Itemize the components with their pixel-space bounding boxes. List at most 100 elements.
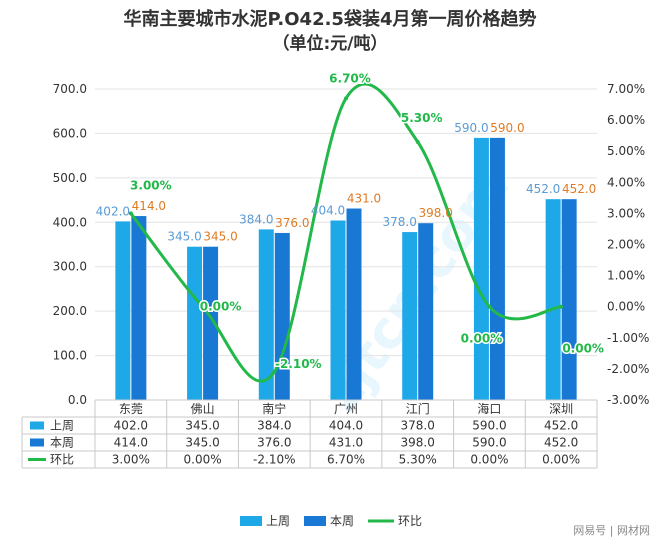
right-axis-tick-label: -3.00% <box>607 393 649 407</box>
legend-label: 上周 <box>266 514 290 528</box>
left-axis-tick-label: 700.0 <box>53 82 87 96</box>
chart-title: 华南主要城市水泥P.O42.5袋装4月第一周价格趋势 <box>123 9 537 30</box>
table-cell: 345.0 <box>185 419 219 433</box>
category-label: 东莞 <box>119 402 143 416</box>
bar-data-label: 345.0 <box>167 230 201 244</box>
ratio-point <box>344 96 348 101</box>
right-axis-tick-label: 5.00% <box>607 144 645 158</box>
right-axis-tick-label: 3.00% <box>607 206 645 220</box>
bar-last-week <box>330 220 346 400</box>
bar-data-label: 431.0 <box>347 192 381 206</box>
category-label: 南宁 <box>262 401 286 416</box>
ratio-point <box>415 139 420 144</box>
ratio-data-label: 0.00% <box>200 300 242 314</box>
bar-this-week <box>489 137 505 400</box>
table-cell: 345.0 <box>185 436 219 450</box>
bar-last-week <box>115 221 131 400</box>
ratio-point <box>487 304 492 309</box>
left-axis-tick-label: 0.0 <box>68 393 87 407</box>
category-label: 佛山 <box>191 402 215 416</box>
bar-data-label: 402.0 <box>96 204 130 218</box>
table-cell: 0.00% <box>542 453 580 467</box>
table-row-label: 上周 <box>50 419 74 433</box>
bar-this-week <box>131 216 147 400</box>
footer-source: 网易号 | 网材网 <box>573 524 650 537</box>
ratio-point <box>559 304 564 309</box>
table-cell: 414.0 <box>114 436 148 450</box>
bar-this-week <box>274 232 290 400</box>
table-row-label: 本周 <box>50 436 74 450</box>
ratio-line-path <box>129 82 562 383</box>
axes: 0.0 100.0 200.0 300.0 400.0 500.0 600.0 700.0 -3… <box>53 82 650 407</box>
bar-data-label: 398.0 <box>419 206 453 220</box>
ratio-data-label: 5.30% <box>401 111 443 125</box>
legend-key <box>240 516 262 526</box>
ratio-data-label: -2.10% <box>275 357 322 371</box>
bar-this-week <box>418 223 434 400</box>
right-axis-tick-label: -2.00% <box>607 362 649 376</box>
bar-last-week <box>258 229 274 400</box>
left-axis-tick-label: 300.0 <box>53 260 87 274</box>
ratio-data-label: 0.00% <box>562 342 604 356</box>
table-cell: 0.00% <box>184 453 222 467</box>
legend-label: 本周 <box>330 514 354 528</box>
bar-this-week <box>346 208 362 400</box>
bar-data-label: 414.0 <box>132 199 166 213</box>
bar-data-label: 376.0 <box>275 216 309 230</box>
bar-last-week <box>402 232 418 400</box>
table-legend-key <box>30 438 44 447</box>
left-axis-tick-label: 200.0 <box>53 304 87 318</box>
table-cell: 590.0 <box>472 419 506 433</box>
legend: 上周 本周 环比 <box>240 514 422 528</box>
bar-data-label: 452.0 <box>562 182 596 196</box>
table-cell: 402.0 <box>114 419 148 433</box>
bar-data-label: 590.0 <box>490 121 524 135</box>
table-cell: 404.0 <box>329 419 363 433</box>
table-cell: 431.0 <box>329 436 363 450</box>
legend-label: 环比 <box>398 514 422 528</box>
ratio-point <box>128 211 133 216</box>
category-label: 广州 <box>334 402 358 416</box>
table-cell: 0.00% <box>470 453 508 467</box>
ratio-point <box>200 304 205 309</box>
left-axis-tick-label: 500.0 <box>53 171 87 185</box>
ratio-point <box>272 370 277 375</box>
left-axis-tick-label: 600.0 <box>53 126 87 140</box>
right-axis-tick-label: 2.00% <box>607 238 645 252</box>
bar-last-week <box>545 199 561 400</box>
grid-lines <box>95 88 597 357</box>
chart-title-block: 华南主要城市水泥P.O42.5袋装4月第一周价格趋势 （单位:元/吨） <box>0 8 660 56</box>
bars <box>115 137 577 400</box>
table-cell: 590.0 <box>472 436 506 450</box>
legend-key <box>304 516 326 526</box>
bar-data-label: 384.0 <box>239 212 273 226</box>
chart-subtitle: （单位:元/吨） <box>272 34 388 54</box>
bar-data-label: 452.0 <box>526 182 560 196</box>
table-cell: 452.0 <box>544 436 578 450</box>
category-label: 海口 <box>477 401 501 416</box>
table-cell: 376.0 <box>257 436 291 450</box>
table-cell: 5.30% <box>399 453 437 467</box>
ratio-data-label: 0.00% <box>461 332 503 346</box>
table-cell: -2.10% <box>253 453 295 467</box>
table-cell: 398.0 <box>401 436 435 450</box>
table-cell: 3.00% <box>112 453 150 467</box>
right-axis-tick-label: 1.00% <box>607 269 645 283</box>
bar-data-label: 345.0 <box>203 230 237 244</box>
ratio-data-label: 3.00% <box>130 178 172 192</box>
table-cell: 6.70% <box>327 453 365 467</box>
ratio-line <box>128 82 564 383</box>
table-cell: 378.0 <box>401 419 435 433</box>
bar-data-label: 590.0 <box>454 121 488 135</box>
bar-this-week <box>561 199 577 400</box>
left-axis-tick-label: 100.0 <box>53 349 87 363</box>
ratio-data-label: 6.70% <box>329 71 371 85</box>
data-labels: 402.0345.0384.0404.0378.0590.0452.0414.0… <box>96 70 606 373</box>
table-row-label: 环比 <box>50 453 74 467</box>
bar-data-label: 378.0 <box>383 215 417 229</box>
bar-this-week <box>203 246 219 400</box>
right-axis-tick-label: 4.00% <box>607 175 645 189</box>
